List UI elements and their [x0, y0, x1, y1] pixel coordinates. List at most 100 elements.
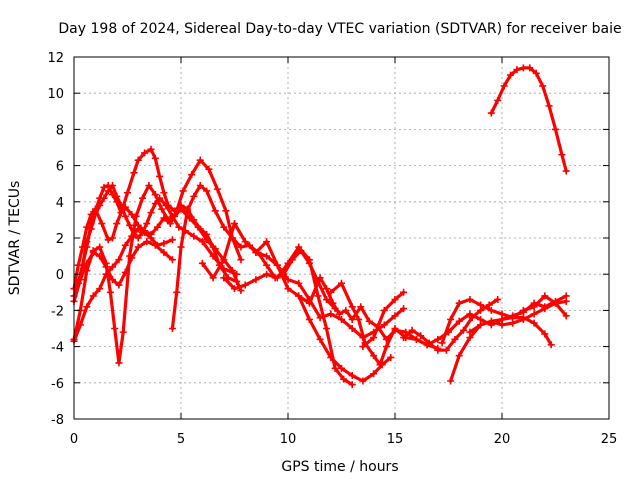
y-tick-label: 6: [56, 160, 64, 175]
data-point: [263, 270, 271, 278]
data-point: [513, 66, 521, 74]
data-point: [316, 274, 324, 282]
data-point: [494, 96, 502, 104]
data-point: [134, 243, 142, 251]
data-point: [96, 252, 104, 260]
data-point: [109, 276, 117, 284]
data-point: [79, 261, 87, 269]
data-point: [562, 297, 570, 305]
data-point: [177, 243, 185, 251]
data-point: [323, 296, 331, 304]
data-point: [203, 236, 211, 244]
data-point: [284, 285, 292, 293]
data-point: [128, 254, 136, 262]
data-point: [494, 296, 502, 304]
data-point: [87, 225, 95, 233]
data-point: [252, 248, 260, 256]
data-point: [115, 359, 123, 367]
data-point: [338, 279, 345, 287]
data-point: [104, 236, 112, 244]
y-tick-label: -6: [51, 377, 64, 392]
data-point: [323, 325, 331, 332]
chart-title: Day 198 of 2024, Sidereal Day-to-day VTE…: [58, 21, 621, 37]
data-point: [164, 216, 172, 224]
data-point: [509, 314, 517, 322]
series-line: [72, 183, 243, 365]
data-point: [168, 212, 176, 220]
data-point: [327, 353, 335, 361]
data-point: [211, 207, 219, 215]
data-point: [382, 343, 390, 351]
data-point: [526, 64, 534, 72]
data-point: [143, 238, 151, 246]
data-point: [355, 315, 363, 323]
data-point: [331, 364, 339, 372]
data-point: [519, 64, 527, 72]
data-point: [451, 335, 459, 343]
data-point: [295, 243, 303, 251]
data-point: [380, 306, 388, 314]
data-point: [151, 200, 159, 208]
data-point: [284, 276, 292, 284]
data-point: [327, 310, 335, 318]
data-point: [408, 326, 416, 334]
data-point: [222, 207, 230, 215]
data-point: [233, 270, 241, 278]
x-tick-label: 10: [280, 432, 297, 447]
data-point: [391, 325, 399, 332]
data-point: [126, 221, 134, 229]
data-point: [134, 156, 142, 164]
data-point: [466, 310, 474, 318]
data-point: [359, 377, 367, 385]
data-point: [220, 265, 228, 273]
data-point: [558, 151, 566, 159]
series-sat-e: [70, 238, 176, 305]
data-point: [241, 238, 249, 246]
data-point: [153, 223, 161, 231]
data-point: [335, 310, 343, 318]
data-point: [252, 276, 260, 284]
data-point: [177, 205, 185, 213]
data-point: [284, 259, 292, 267]
data-point: [111, 325, 119, 332]
y-axis-label: SDTVAR / TECUs: [7, 181, 23, 296]
data-point: [541, 305, 549, 313]
data-point: [237, 256, 245, 264]
data-point: [507, 71, 515, 79]
data-point: [348, 303, 356, 311]
data-point: [151, 191, 159, 199]
data-point: [370, 370, 378, 378]
data-point: [113, 192, 121, 200]
series-sat-o: [438, 292, 570, 347]
data-point: [147, 145, 155, 153]
data-point: [552, 125, 559, 133]
data-point: [530, 319, 538, 327]
data-point: [121, 212, 129, 220]
data-point: [203, 187, 211, 195]
x-tick-label: 25: [601, 432, 618, 447]
data-point: [539, 82, 547, 90]
y-tick-label: -4: [51, 341, 64, 356]
data-point: [106, 288, 114, 296]
data-point: [83, 303, 91, 311]
data-point: [400, 288, 408, 296]
data-point: [121, 268, 129, 276]
data-point: [196, 182, 204, 190]
data-point: [455, 352, 463, 360]
series-line: [449, 299, 568, 383]
data-point: [160, 239, 168, 247]
series-sat-q: [466, 314, 555, 349]
data-point: [305, 299, 313, 307]
data-point: [263, 252, 271, 260]
data-point: [327, 288, 335, 296]
data-point: [100, 194, 108, 202]
data-point: [109, 263, 117, 271]
data-point: [348, 325, 356, 332]
data-point: [151, 154, 159, 162]
data-point: [412, 335, 420, 343]
data-point: [188, 171, 196, 179]
data-point: [168, 256, 176, 264]
data-point: [329, 299, 337, 307]
axis-ticks: 0 5 10 15 20 25 -8 -6 -4 -2 0 2 4 6 8 10 12: [47, 51, 617, 447]
data-point: [213, 185, 221, 193]
